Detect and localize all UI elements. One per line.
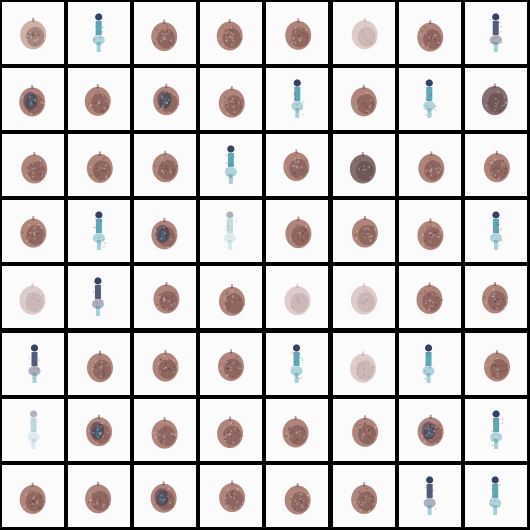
sample-tile — [464, 464, 527, 527]
sample-tile — [398, 332, 461, 395]
sample-tile — [200, 398, 263, 461]
sample-tile — [266, 398, 329, 461]
sample-tile — [134, 134, 197, 197]
sample-tile — [200, 68, 263, 131]
sample-tile — [2, 464, 64, 527]
sample-tile — [200, 464, 263, 527]
sample-tile — [68, 134, 131, 197]
sample-tile — [398, 2, 461, 64]
sample-tile — [2, 2, 64, 64]
sample-tile — [2, 68, 64, 131]
sample-tile — [200, 332, 263, 395]
sample-tile — [464, 332, 527, 395]
sample-tile — [464, 2, 527, 64]
sample-tile — [266, 200, 329, 263]
sample-tile — [332, 398, 395, 461]
sample-tile — [398, 398, 461, 461]
sample-tile — [68, 332, 131, 395]
sample-tile — [68, 398, 131, 461]
sample-tile — [266, 134, 329, 197]
sample-tile — [398, 464, 461, 527]
sample-tile — [464, 134, 527, 197]
sample-tile — [332, 200, 395, 263]
sample-tile — [266, 266, 329, 329]
sample-tile — [134, 200, 197, 263]
sample-tile — [2, 266, 64, 329]
sample-tile — [134, 2, 197, 64]
sample-tile — [68, 2, 131, 64]
sample-tile — [2, 398, 64, 461]
sample-tile — [266, 464, 329, 527]
sample-tile — [134, 398, 197, 461]
sample-tile — [68, 464, 131, 527]
sample-tile — [398, 266, 461, 329]
sample-tile — [2, 134, 64, 197]
sample-tile — [332, 266, 395, 329]
sample-tile — [68, 68, 131, 131]
sample-tile — [332, 134, 395, 197]
sample-tile — [134, 68, 197, 131]
sample-tile — [68, 200, 131, 263]
sample-tile — [266, 332, 329, 395]
sample-tile — [332, 68, 395, 131]
sample-tile — [200, 134, 263, 197]
sample-tile — [266, 2, 329, 64]
sample-tile — [266, 68, 329, 131]
sample-tile — [464, 266, 527, 329]
sample-tile — [464, 68, 527, 131]
sample-tile — [464, 200, 527, 263]
sample-tile — [200, 200, 263, 263]
sample-tile — [134, 464, 197, 527]
sample-tile — [200, 2, 263, 64]
sample-tile — [332, 332, 395, 395]
sample-tile — [398, 68, 461, 131]
sample-tile — [398, 200, 461, 263]
sample-tile — [134, 266, 197, 329]
sample-tile — [68, 266, 131, 329]
sample-tile — [134, 332, 197, 395]
sample-tile — [332, 464, 395, 527]
sample-tile — [464, 398, 527, 461]
sample-tile — [398, 134, 461, 197]
sample-tile — [2, 200, 64, 263]
sample-tile — [2, 332, 64, 395]
sample-tile — [200, 266, 263, 329]
sample-tile — [332, 2, 395, 64]
